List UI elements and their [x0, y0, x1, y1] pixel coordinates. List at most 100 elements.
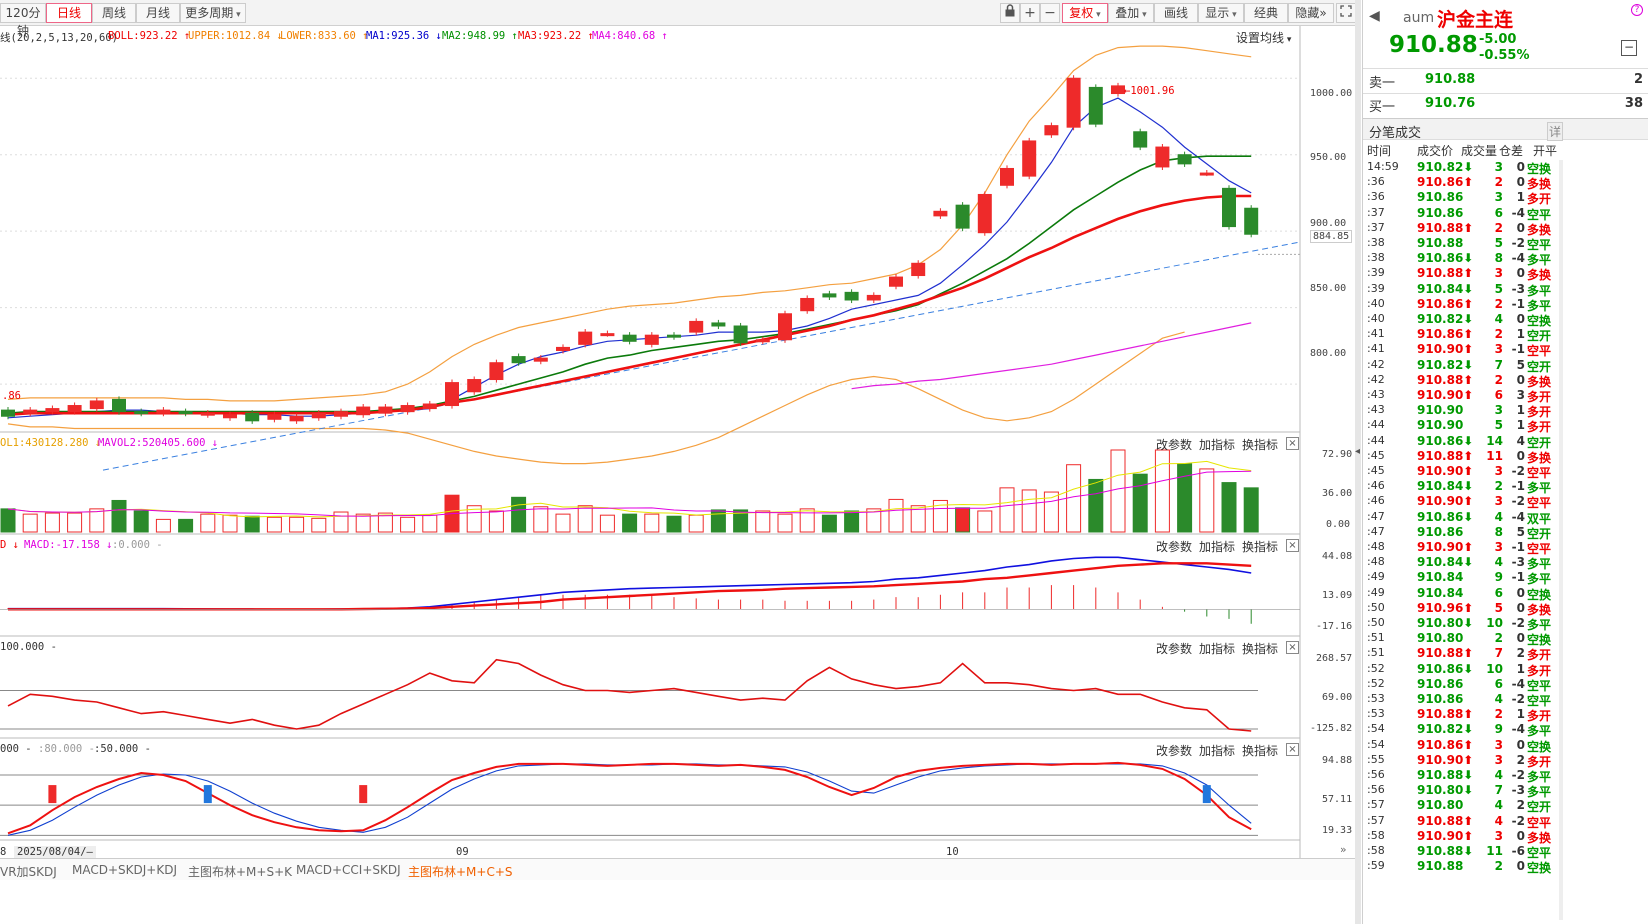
trade-volume: 3: [1494, 752, 1503, 767]
period-monthly[interactable]: 月线: [136, 3, 180, 23]
date-label: 09: [456, 846, 469, 858]
candle-body: [644, 334, 659, 345]
switch-indicator-button[interactable]: 换指标: [1242, 744, 1279, 758]
zoom-in-icon[interactable]: +: [1020, 3, 1040, 23]
prev-contract-icon[interactable]: ◀: [1369, 8, 1380, 24]
candle-body: [1133, 131, 1148, 148]
trade-volume: 11: [1486, 844, 1503, 858]
volume-bar: [777, 513, 793, 533]
switch-indicator-button[interactable]: 换指标: [1242, 642, 1279, 656]
add-indicator-button[interactable]: 加指标: [1199, 642, 1236, 656]
trade-price: 910.82⬇: [1417, 357, 1474, 372]
adjust-rights-button[interactable]: 复权: [1062, 3, 1108, 23]
zoom-out-icon[interactable]: −: [1040, 3, 1060, 23]
period-120min[interactable]: 120分钟: [0, 3, 46, 38]
candle-body: [778, 313, 792, 341]
mavol2-value: MAVOL2:520405.600 ↓: [98, 437, 219, 449]
template-tab[interactable]: MACD+SKDJ+KDJ: [72, 863, 177, 877]
trade-list-scrollbar[interactable]: [1559, 160, 1563, 920]
add-indicator-button[interactable]: 加指标: [1199, 540, 1236, 554]
trade-type: 多平: [1527, 770, 1552, 784]
candle-body: [866, 294, 881, 301]
trade-type: 多换: [1527, 222, 1552, 237]
lock-icon[interactable]: [1000, 3, 1020, 23]
trade-row: 14:59 910.82⬇ 3 0 空换: [1363, 160, 1563, 176]
trade-position-change: -4: [1511, 722, 1525, 737]
trade-time: :58: [1367, 844, 1385, 857]
template-tab[interactable]: VR加SKDJ: [0, 865, 57, 879]
classic-button[interactable]: 经典: [1244, 3, 1288, 23]
template-tab-active[interactable]: 主图布林+M+C+S: [408, 865, 513, 879]
hide-button[interactable]: 隐藏»: [1288, 3, 1334, 23]
volume-bar: [133, 510, 149, 533]
panel-splitter[interactable]: [1355, 0, 1361, 924]
trade-row: :47 910.86⬇ 4 -4 双平: [1363, 510, 1563, 526]
overlay-button[interactable]: 叠加: [1108, 3, 1154, 23]
close-icon[interactable]: ×: [1286, 743, 1299, 756]
trades-detail-button[interactable]: 详: [1547, 122, 1564, 141]
change-params-button[interactable]: 改参数: [1156, 744, 1193, 758]
minimize-icon[interactable]: −: [1621, 40, 1637, 56]
help-icon[interactable]: ?: [1631, 4, 1643, 16]
candle-body: [422, 403, 437, 410]
close-icon[interactable]: ×: [1286, 539, 1299, 552]
trade-row: :56 910.88⬇ 4 -2 多平: [1363, 768, 1563, 784]
price-change-pct: -0.55%: [1479, 48, 1530, 63]
change-params-button[interactable]: 改参数: [1156, 438, 1193, 452]
kline-chart[interactable]: [0, 0, 1358, 858]
trade-price: 910.80: [1417, 798, 1464, 813]
trade-price: 910.88⬆: [1417, 646, 1474, 661]
display-button[interactable]: 显示: [1198, 3, 1244, 23]
trade-volume: 6: [1494, 676, 1503, 691]
template-tab[interactable]: 主图布林+M+S+K: [188, 865, 293, 879]
trade-position-change: -6: [1511, 844, 1525, 858]
switch-indicator-button[interactable]: 换指标: [1242, 438, 1279, 452]
volume-bar: [400, 516, 416, 533]
trade-type: 多平: [1527, 572, 1552, 587]
kdj-level: :50.000 -: [94, 743, 151, 755]
collapse-panel-icon[interactable]: ◂: [1355, 446, 1361, 457]
close-icon[interactable]: ×: [1286, 437, 1299, 450]
trade-time: :37: [1367, 205, 1385, 219]
trade-position-change: 0: [1516, 631, 1525, 646]
more-periods-dropdown[interactable]: 更多周期: [180, 3, 246, 23]
trade-position-change: -1: [1511, 570, 1525, 585]
trade-price: 910.86: [1417, 205, 1464, 220]
trade-position-change: -3: [1511, 783, 1525, 798]
add-indicator-button[interactable]: 加指标: [1199, 744, 1236, 758]
period-daily[interactable]: 日线: [46, 3, 92, 23]
change-params-button[interactable]: 改参数: [1156, 642, 1193, 656]
trade-volume: 3: [1494, 737, 1503, 752]
candle-body: [245, 412, 260, 422]
candle-body: [267, 414, 282, 420]
trade-position-change: 3: [1516, 388, 1525, 402]
switch-indicator-button[interactable]: 换指标: [1242, 540, 1279, 554]
close-icon[interactable]: ×: [1286, 641, 1299, 654]
trade-price: 910.88⬆: [1417, 266, 1474, 281]
trade-time: :56: [1367, 783, 1385, 797]
indicator-ma1: MA1:925.36 ↓: [366, 30, 442, 42]
volume-bar: [866, 508, 882, 533]
trade-price: 910.84⬇: [1417, 479, 1474, 494]
trade-price: 910.84⬇: [1417, 281, 1474, 296]
trade-row: :55 910.90⬆ 3 2 多开: [1363, 752, 1563, 769]
trade-volume: 4: [1494, 798, 1503, 813]
period-weekly[interactable]: 周线: [92, 3, 136, 23]
volume-bar: [422, 514, 438, 533]
volume-tick: 72.90: [1322, 449, 1353, 460]
candle-body: [622, 334, 637, 342]
trade-list[interactable]: 14:59 910.82⬇ 3 0 空换:36 910.86⬆ 2 0 多换:36 910.86 3…: [1363, 160, 1563, 924]
candle-body: [489, 362, 504, 381]
trade-time: :59: [1367, 859, 1385, 873]
scroll-right-icon[interactable]: »: [1340, 844, 1347, 856]
template-tab[interactable]: MACD+CCI+SKDJ: [296, 863, 401, 877]
draw-line-button[interactable]: 画线: [1154, 3, 1198, 23]
change-params-button[interactable]: 改参数: [1156, 540, 1193, 554]
add-indicator-button[interactable]: 加指标: [1199, 438, 1236, 452]
trade-type: 空平: [1527, 496, 1552, 511]
trade-position-change: -3: [1511, 555, 1525, 570]
trade-row: :56 910.80⬇ 7 -3 多平: [1363, 783, 1563, 799]
ma-settings-dropdown[interactable]: 设置均线 ▾: [1236, 29, 1291, 46]
volume-bar: [888, 498, 904, 533]
trade-volume: 5: [1494, 281, 1503, 296]
